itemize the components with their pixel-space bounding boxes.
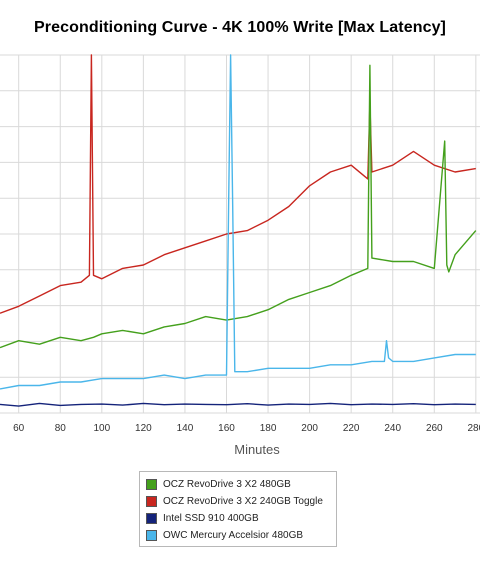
chart-title: Preconditioning Curve - 4K 100% Write [M… bbox=[33, 19, 446, 36]
legend-swatch bbox=[146, 496, 157, 507]
x-tick-label: 260 bbox=[426, 423, 443, 434]
legend-item: Intel SSD 910 400GB bbox=[146, 510, 336, 527]
series-line bbox=[0, 402, 476, 407]
gridlines bbox=[0, 54, 480, 414]
legend-item: OCZ RevoDrive 3 X2 480GB bbox=[146, 476, 336, 493]
legend: OCZ RevoDrive 3 X2 480GB OCZ RevoDrive 3 … bbox=[139, 471, 337, 547]
x-tick-labels: 60 80 100 120 140 160 180 200 220 240 260 280 bbox=[13, 423, 480, 434]
legend-label: OCZ RevoDrive 3 X2 240GB Toggle bbox=[163, 496, 323, 507]
legend-label: OCZ RevoDrive 3 X2 480GB bbox=[163, 479, 291, 490]
x-tick-label: 200 bbox=[301, 423, 318, 434]
x-tick-label: 240 bbox=[384, 423, 401, 434]
x-tick-label: 220 bbox=[343, 423, 360, 434]
x-axis-label: Minutes bbox=[234, 442, 280, 457]
legend-swatch bbox=[146, 513, 157, 524]
x-tick-label: 180 bbox=[260, 423, 277, 434]
x-tick-label: 100 bbox=[93, 423, 110, 434]
legend-item: OWC Mercury Accelsior 480GB bbox=[146, 527, 336, 544]
x-tick-label: 280 bbox=[468, 423, 480, 434]
x-tick-label: 80 bbox=[55, 423, 67, 434]
series-line bbox=[0, 54, 476, 314]
x-tick-label: 120 bbox=[135, 423, 152, 434]
series-lines bbox=[0, 54, 477, 407]
legend-item: OCZ RevoDrive 3 X2 240GB Toggle bbox=[146, 493, 336, 510]
series-line bbox=[0, 54, 476, 390]
x-tick-label: 60 bbox=[13, 423, 25, 434]
legend-label: OWC Mercury Accelsior 480GB bbox=[163, 530, 304, 541]
x-tick-label: 160 bbox=[218, 423, 235, 434]
legend-swatch bbox=[146, 479, 157, 490]
series-line bbox=[0, 64, 477, 349]
legend-swatch bbox=[146, 530, 157, 541]
x-tick-label: 140 bbox=[177, 423, 194, 434]
legend-label: Intel SSD 910 400GB bbox=[163, 513, 259, 524]
